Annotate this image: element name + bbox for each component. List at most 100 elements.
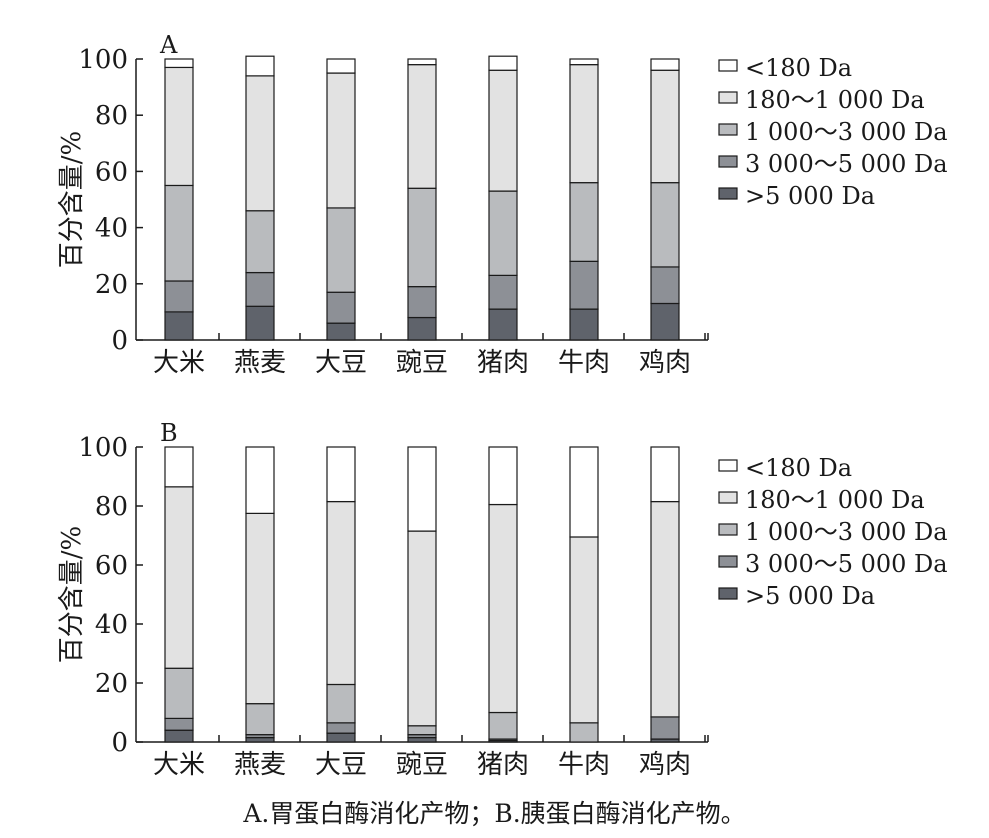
legend-label: 3 000～5 000 Da <box>745 150 948 178</box>
bar-segment <box>488 69 518 192</box>
bar-segment <box>326 446 356 503</box>
y-axis-label: 百分含量/% <box>57 526 87 663</box>
legend-swatch <box>718 491 738 504</box>
bar-segment <box>164 446 194 488</box>
x-tick-label: 牛肉 <box>558 750 610 780</box>
legend-swatch <box>718 523 738 536</box>
legend-swatch <box>718 155 738 168</box>
bar-segment <box>569 58 599 66</box>
bar-segment <box>407 187 437 288</box>
bar-segment <box>650 266 680 305</box>
bar-segment <box>164 486 194 669</box>
chart-panel-B: 0 20 40 60 80 100 百分含量/% B 大米 燕麦 大豆 豌豆 猪肉 牛肉 鸡肉 <180 Da… <box>57 419 948 780</box>
panel-label: B <box>160 419 178 447</box>
y-tick-label: 80 <box>95 101 128 131</box>
bar-segment <box>650 69 680 184</box>
bar-segment <box>650 716 680 740</box>
bar-segment <box>164 280 194 313</box>
bar-segment <box>569 536 599 724</box>
legend-swatch <box>718 555 738 568</box>
legend-label: 1 000～3 000 Da <box>745 118 948 146</box>
bar-segment <box>407 530 437 727</box>
x-tick-label: 鸡肉 <box>639 348 691 378</box>
legend-swatch <box>718 187 738 200</box>
bar-segment <box>407 58 437 66</box>
bar-segment <box>488 446 518 506</box>
bar-segment <box>326 291 356 324</box>
bar-segment <box>488 190 518 276</box>
x-tick-label: 大米 <box>153 750 205 780</box>
bar-segment <box>164 717 194 731</box>
bar-segment <box>488 308 518 341</box>
bar-segment <box>326 722 356 734</box>
legend-label: <180 Da <box>745 454 852 482</box>
bar-segment <box>569 260 599 310</box>
x-tick-label: 大豆 <box>315 348 367 378</box>
bar-segment <box>407 316 437 341</box>
y-tick-label: 100 <box>78 433 128 463</box>
legend-swatch <box>718 459 738 472</box>
x-tick-label: 鸡肉 <box>639 750 691 780</box>
bar-segment <box>407 725 437 736</box>
bar-segment <box>326 732 356 743</box>
legend-swatch <box>718 123 738 136</box>
bar-segment <box>488 503 518 714</box>
bar-segment <box>164 667 194 720</box>
figure-caption: A.胃蛋白酶消化产物；B.胰蛋白酶消化产物。 <box>243 799 746 828</box>
legend-label: 1 000～3 000 Da <box>745 518 948 546</box>
x-tick-label: 燕麦 <box>234 750 286 780</box>
bar-segment <box>650 58 680 71</box>
bar-segment <box>569 182 599 262</box>
bar-segment <box>569 64 599 184</box>
y-tick-label: 20 <box>95 270 128 300</box>
x-tick-label: 牛肉 <box>558 348 610 378</box>
legend-label: 3 000～5 000 Da <box>745 550 948 578</box>
legend-swatch <box>718 91 738 104</box>
x-tick-label: 燕麦 <box>234 348 286 378</box>
bar-segment <box>245 512 275 705</box>
bar-segment <box>326 322 356 341</box>
bar-segment <box>326 207 356 293</box>
x-tick-label: 大豆 <box>315 750 367 780</box>
legend-label: 180～1 000 Da <box>745 486 925 514</box>
x-tick-label: 猪肉 <box>477 348 529 378</box>
bar-segment <box>407 446 437 532</box>
bar-segment <box>326 72 356 209</box>
bar-segment <box>488 711 518 740</box>
bar-segment <box>245 446 275 514</box>
bar-segment <box>650 500 680 718</box>
x-tick-label: 豌豆 <box>396 750 448 780</box>
bar-segment <box>407 286 437 319</box>
bar-segment <box>164 58 194 69</box>
bar-segment <box>650 182 680 268</box>
bar-segment <box>164 311 194 341</box>
bar-segment <box>164 66 194 187</box>
bar-segment <box>488 274 518 310</box>
legend-label: <180 Da <box>745 54 852 82</box>
bar-segment <box>164 184 194 282</box>
panel-label: A <box>159 31 178 59</box>
bar-segment <box>569 722 599 743</box>
bar-segment <box>326 500 356 686</box>
bar-segment <box>245 305 275 341</box>
y-tick-label: 80 <box>95 492 128 522</box>
bar-segment <box>245 703 275 736</box>
legend-label: >5 000 Da <box>745 182 875 210</box>
y-tick-label: 100 <box>78 45 128 75</box>
x-tick-label: 大米 <box>153 348 205 378</box>
y-tick-label: 20 <box>95 669 128 699</box>
bar-segment <box>245 75 275 212</box>
bar-segment <box>326 58 356 74</box>
y-tick-label: 0 <box>111 326 128 356</box>
bar-segment <box>164 729 194 743</box>
y-tick-label: 60 <box>95 157 128 187</box>
y-tick-label: 40 <box>95 610 128 640</box>
legend-label: 180～1 000 Da <box>745 86 925 114</box>
chart-panel-A: 0 20 40 60 80 100 百分含量/% A 大米 燕麦 大豆 豌豆 猪肉 牛肉 鸡肉 <180 Da… <box>57 31 948 378</box>
bar-segment <box>245 55 275 77</box>
legend-swatch <box>718 587 738 600</box>
bar-segment <box>569 308 599 341</box>
legend-label: >5 000 Da <box>745 582 875 610</box>
legend-swatch <box>718 59 738 72</box>
